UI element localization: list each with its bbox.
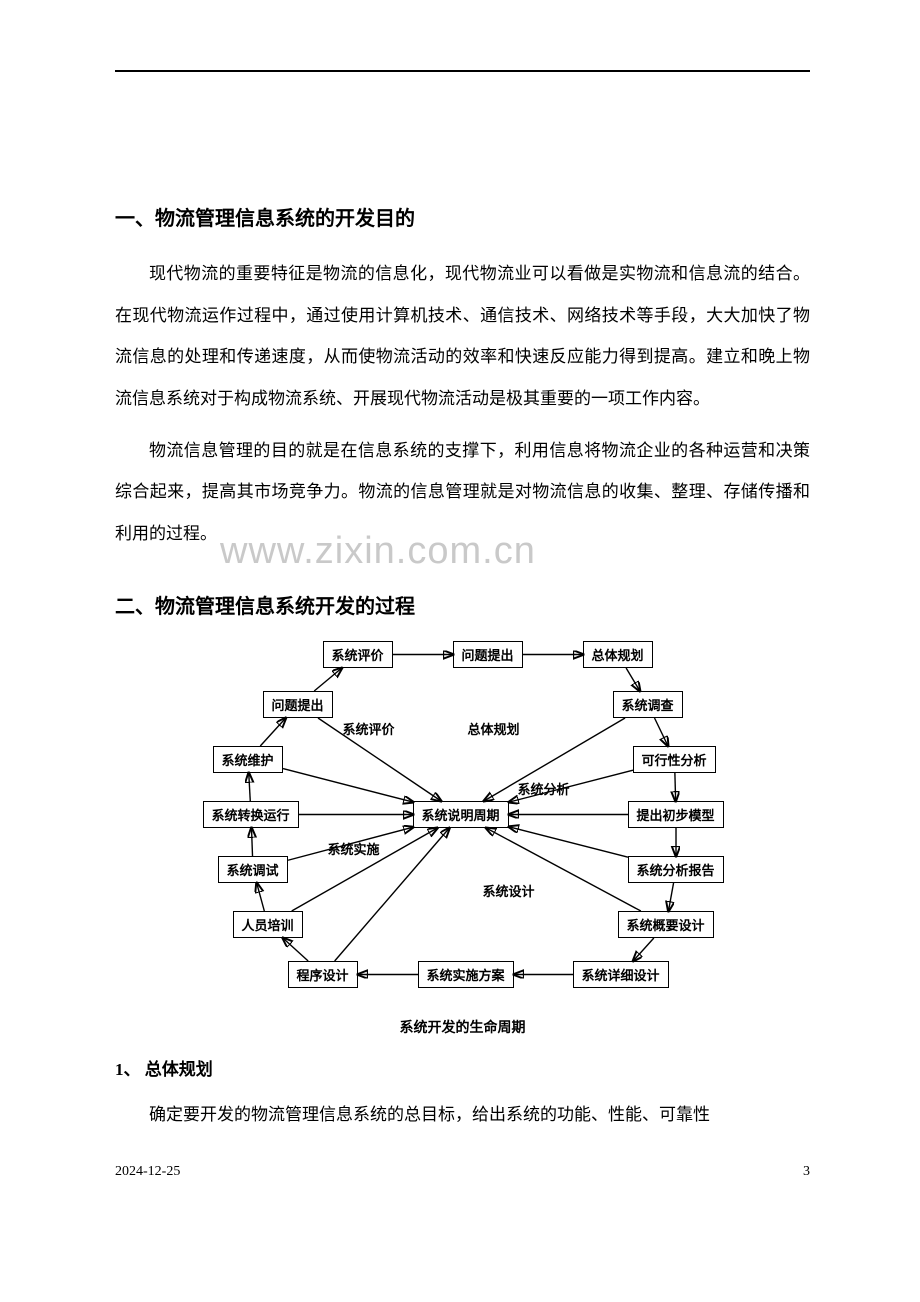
diagram-node: 系统调查	[613, 691, 683, 718]
diagram-node: 系统说明周期	[413, 801, 509, 828]
heading-1: 一、物流管理信息系统的开发目的	[115, 202, 810, 231]
heading-2: 二、物流管理信息系统开发的过程	[115, 590, 810, 619]
document-page: www.zixin.com.cn 一、物流管理信息系统的开发目的 现代物流的重要…	[0, 0, 920, 1220]
paragraph-2: 物流信息管理的目的就是在信息系统的支撑下，利用信息将物流企业的各种运营和决策综合…	[115, 430, 810, 555]
diagram-caption: 系统开发的生命周期	[193, 1017, 733, 1037]
diagram-node: 程序设计	[288, 961, 358, 988]
paragraph-3: 确定要开发的物流管理信息系统的总目标，给出系统的功能、性能、可靠性	[115, 1094, 810, 1136]
paragraph-1: 现代物流的重要特征是物流的信息化，现代物流业可以看做是实物流和信息流的结合。在现…	[115, 253, 810, 420]
diagram-node: 可行性分析	[633, 746, 716, 773]
diagram-node: 人员培训	[233, 911, 303, 938]
subheading-1: 1、 总体规划	[115, 1055, 810, 1080]
diagram-node: 系统调试	[218, 856, 288, 883]
diagram-node: 系统分析报告	[628, 856, 724, 883]
page-footer: 2024-12-25 3	[115, 1164, 810, 1180]
diagram-node: 问题提出	[263, 691, 333, 718]
diagram-node: 总体规划	[583, 641, 653, 668]
diagram-node: 系统概要设计	[618, 911, 714, 938]
diagram-label: 系统实施	[328, 839, 380, 858]
diagram-node: 提出初步模型	[628, 801, 724, 828]
diagram-label: 系统设计	[483, 881, 535, 900]
diagram-label: 系统评价	[343, 719, 395, 738]
diagram-node: 问题提出	[453, 641, 523, 668]
diagram-label: 总体规划	[468, 719, 520, 738]
footer-page: 3	[803, 1164, 810, 1180]
footer-date: 2024-12-25	[115, 1164, 180, 1180]
diagram-node: 系统评价	[323, 641, 393, 668]
diagram-label: 系统分析	[518, 779, 570, 798]
diagram-node: 系统实施方案	[418, 961, 514, 988]
diagram-node: 系统维护	[213, 746, 283, 773]
lifecycle-diagram: 系统评价问题提出总体规划问题提出系统调查系统维护可行性分析系统转换运行系统说明周…	[193, 641, 733, 1037]
diagram-node: 系统转换运行	[203, 801, 299, 828]
top-rule	[115, 70, 810, 72]
diagram-node: 系统详细设计	[573, 961, 669, 988]
